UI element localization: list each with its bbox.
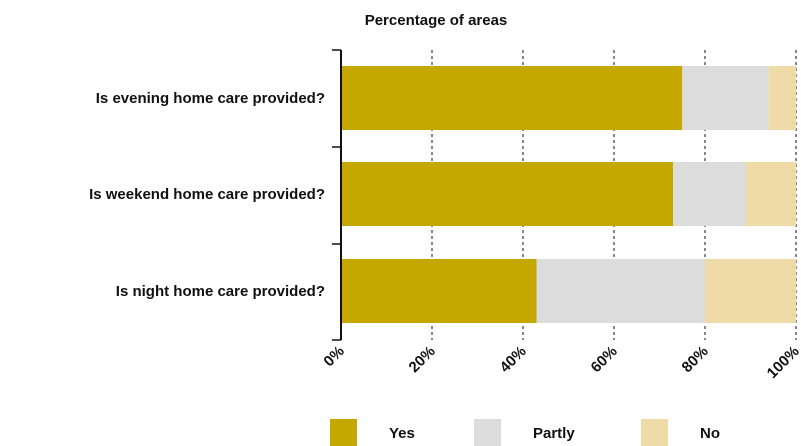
x-tick-label: 0% bbox=[320, 343, 347, 370]
category-labels: Is evening home care provided? Is weekend… bbox=[89, 90, 325, 300]
bar-segment bbox=[536, 259, 705, 323]
bar-segment bbox=[341, 259, 537, 323]
legend-label: Yes bbox=[389, 425, 415, 442]
x-tick-label: 60% bbox=[588, 343, 621, 376]
x-tick-label: 40% bbox=[497, 343, 530, 376]
legend-swatch bbox=[330, 419, 357, 446]
bar-segment bbox=[768, 66, 796, 130]
x-tick-label: 20% bbox=[406, 343, 439, 376]
x-tick-labels: 0% 20% 40% 60% 80% 100% bbox=[320, 343, 801, 382]
bar-segment bbox=[745, 162, 796, 226]
category-label: Is evening home care provided? bbox=[96, 90, 325, 107]
legend-label: Partly bbox=[533, 425, 575, 442]
legend-swatch bbox=[641, 419, 668, 446]
bar-segment bbox=[705, 259, 796, 323]
legend-swatch bbox=[474, 419, 501, 446]
legend: Yes Partly No bbox=[330, 419, 720, 446]
x-tick-label: 100% bbox=[764, 343, 801, 382]
bar-segment bbox=[341, 66, 683, 130]
bar-segment bbox=[673, 162, 746, 226]
category-label: Is night home care provided? bbox=[116, 283, 325, 300]
chart-title: Percentage of areas bbox=[365, 12, 508, 29]
legend-label: No bbox=[700, 425, 720, 442]
bar-segment bbox=[682, 66, 769, 130]
bars bbox=[341, 66, 796, 323]
category-label: Is weekend home care provided? bbox=[89, 186, 325, 203]
bar-segment bbox=[341, 162, 674, 226]
axis bbox=[332, 49, 342, 341]
x-tick-label: 80% bbox=[679, 343, 712, 376]
